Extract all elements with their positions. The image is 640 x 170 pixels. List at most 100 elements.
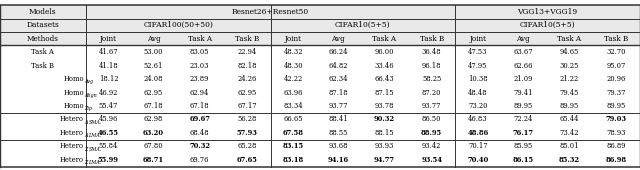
Text: 67.65: 67.65 (236, 156, 257, 164)
Text: CIFAR10(5+5): CIFAR10(5+5) (335, 21, 391, 29)
Text: 96.00: 96.00 (374, 48, 394, 56)
Text: 23.03: 23.03 (190, 62, 209, 70)
Text: 66.43: 66.43 (374, 75, 394, 83)
Text: Joint: Joint (285, 35, 301, 43)
Text: VGG13+VGG19: VGG13+VGG19 (518, 8, 578, 16)
Text: 87.20: 87.20 (422, 89, 442, 97)
Text: 86.15: 86.15 (513, 156, 534, 164)
Text: 93.42: 93.42 (422, 142, 442, 150)
Text: 48.86: 48.86 (467, 129, 488, 137)
Text: 10.38: 10.38 (468, 75, 488, 83)
Text: 47.95: 47.95 (468, 62, 488, 70)
Text: 88.41: 88.41 (328, 115, 348, 123)
Text: 93.77: 93.77 (328, 102, 348, 110)
Text: 62.98: 62.98 (144, 115, 163, 123)
Text: 93.93: 93.93 (374, 142, 394, 150)
Text: 62.95: 62.95 (144, 89, 163, 97)
Text: Task B: Task B (419, 35, 444, 43)
Text: 48.30: 48.30 (284, 62, 303, 70)
Text: 23.89: 23.89 (190, 75, 209, 83)
Text: 89.95: 89.95 (559, 102, 579, 110)
Text: Zip: Zip (84, 106, 93, 111)
Text: 68.71: 68.71 (143, 156, 164, 164)
Text: LMA.: LMA. (88, 160, 102, 165)
Text: 62.95: 62.95 (237, 89, 257, 97)
Text: Joint: Joint (100, 35, 117, 43)
Text: Avg: Avg (332, 35, 345, 43)
Text: 82.18: 82.18 (237, 62, 257, 70)
Text: Z: Z (84, 147, 88, 152)
Text: Task A: Task A (31, 48, 54, 56)
Text: Avg: Avg (516, 35, 530, 43)
Text: Task B: Task B (235, 35, 259, 43)
Text: 86.98: 86.98 (606, 156, 627, 164)
Text: 94.16: 94.16 (328, 156, 349, 164)
Text: 70.17: 70.17 (468, 142, 488, 150)
Text: 22.94: 22.94 (237, 48, 257, 56)
Text: 86.89: 86.89 (607, 142, 626, 150)
Text: 90.32: 90.32 (374, 115, 395, 123)
Text: Joint: Joint (469, 35, 486, 43)
Bar (0, 19, 640, 32)
Text: 45.96: 45.96 (99, 115, 118, 123)
Text: 85.01: 85.01 (559, 142, 579, 150)
Text: Task B: Task B (31, 62, 54, 70)
Text: 21.09: 21.09 (513, 75, 532, 83)
Text: 24.26: 24.26 (237, 75, 257, 83)
Text: 86.50: 86.50 (422, 115, 442, 123)
Text: 94.65: 94.65 (559, 48, 579, 56)
Text: 73.20: 73.20 (468, 102, 488, 110)
Text: 21.22: 21.22 (559, 75, 579, 83)
Text: Homo: Homo (63, 102, 84, 110)
Text: 52.61: 52.61 (144, 62, 163, 70)
Text: 20.96: 20.96 (607, 75, 626, 83)
Text: 33.46: 33.46 (374, 62, 394, 70)
Text: 63.20: 63.20 (143, 129, 164, 137)
Text: 70.32: 70.32 (189, 142, 210, 150)
Text: 69.76: 69.76 (190, 156, 209, 164)
Text: 93.54: 93.54 (421, 156, 442, 164)
Text: 32.70: 32.70 (607, 48, 626, 56)
Text: 69.67: 69.67 (189, 115, 210, 123)
Text: A: A (84, 120, 88, 125)
Text: Avg: Avg (147, 35, 161, 43)
Text: 83.15: 83.15 (282, 142, 303, 150)
Text: 36.48: 36.48 (422, 48, 442, 56)
Text: 66.24: 66.24 (328, 48, 348, 56)
Text: 95.07: 95.07 (607, 62, 626, 70)
Text: 83.18: 83.18 (282, 156, 304, 164)
Text: 62.66: 62.66 (513, 62, 532, 70)
Text: 46.55: 46.55 (98, 129, 119, 137)
Text: 89.95: 89.95 (513, 102, 532, 110)
Text: 64.82: 64.82 (328, 62, 348, 70)
Text: 94.77: 94.77 (374, 156, 395, 164)
Text: 55.47: 55.47 (99, 102, 118, 110)
Text: Avg: Avg (84, 79, 93, 84)
Text: LMA.: LMA. (88, 133, 102, 138)
Text: 89.95: 89.95 (607, 102, 626, 110)
Text: 41.18: 41.18 (99, 62, 118, 70)
Text: 41.67: 41.67 (99, 48, 118, 56)
Text: 67.80: 67.80 (143, 142, 163, 150)
Text: Methods: Methods (27, 35, 59, 43)
Text: Z: Z (84, 160, 88, 165)
Text: 85.95: 85.95 (513, 142, 532, 150)
Text: CIFAR100(50+50): CIFAR100(50+50) (143, 21, 213, 29)
Text: 56.28: 56.28 (237, 115, 257, 123)
Text: 24.08: 24.08 (144, 75, 163, 83)
Text: 88.55: 88.55 (328, 129, 348, 137)
Text: SMA.: SMA. (88, 120, 102, 125)
Text: 79.41: 79.41 (513, 89, 532, 97)
Text: Hetero: Hetero (60, 115, 84, 123)
Text: 30.25: 30.25 (559, 62, 579, 70)
Text: 53.00: 53.00 (144, 48, 163, 56)
Text: Homo: Homo (63, 75, 84, 83)
Text: 87.15: 87.15 (374, 89, 394, 97)
Text: 96.18: 96.18 (422, 62, 442, 70)
Text: 48.48: 48.48 (468, 89, 488, 97)
Text: 79.03: 79.03 (606, 115, 627, 123)
Text: Hetero: Hetero (60, 156, 84, 164)
Bar (0, 5, 640, 19)
Text: 66.65: 66.65 (284, 115, 303, 123)
Bar (0, 32, 640, 46)
